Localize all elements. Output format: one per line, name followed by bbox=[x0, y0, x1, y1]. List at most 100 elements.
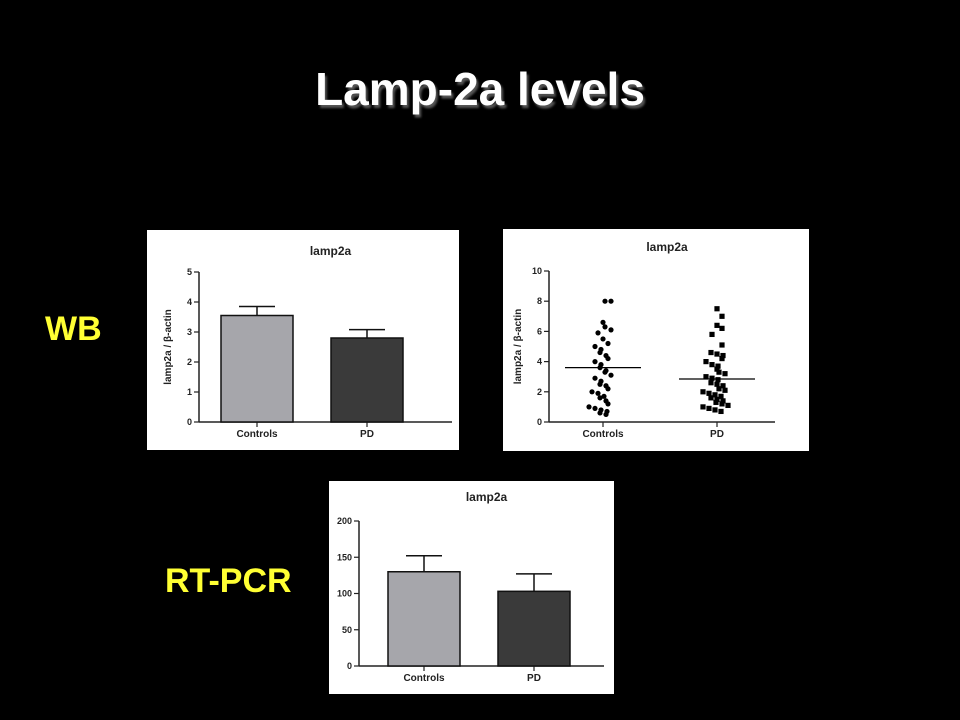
data-point-pd bbox=[712, 407, 718, 413]
data-point-pd bbox=[719, 355, 725, 362]
data-point-pd bbox=[714, 351, 720, 357]
y-tick-label: 1 bbox=[187, 387, 192, 397]
data-point-pd bbox=[706, 405, 712, 412]
data-point-pd bbox=[716, 369, 722, 375]
wb-bar-chart-svg: lamp2a 0 1 2 3 4 5 Controls PD lamp2a / β-actin bbox=[163, 244, 452, 440]
data-point-pd bbox=[700, 389, 706, 395]
data-point-pd bbox=[714, 381, 720, 387]
bar-controls bbox=[220, 314, 294, 423]
data-point-controls bbox=[601, 393, 607, 399]
y-tick-label: 2 bbox=[187, 357, 192, 367]
data-point-pd bbox=[708, 395, 714, 401]
wb-bar-chart: lamp2a 0 1 2 3 4 5 Controls PD lamp2a / β-actin bbox=[147, 230, 459, 450]
data-point-pd bbox=[720, 352, 726, 359]
data-point-pd bbox=[706, 390, 712, 396]
slide-title: Lamp-2a levels bbox=[315, 63, 645, 115]
y-tick-label: 2 bbox=[537, 387, 542, 397]
y-tick-label: 6 bbox=[537, 326, 542, 336]
data-point-controls bbox=[600, 336, 606, 342]
data-point-controls bbox=[605, 355, 611, 362]
rtpcr-bar-chart-svg: lamp2a 0 50 100 150 200 Controls PD bbox=[337, 490, 604, 684]
data-point-controls bbox=[608, 298, 614, 304]
chart-title: lamp2a bbox=[646, 240, 688, 254]
data-point-pd bbox=[708, 380, 714, 386]
x-tick-label: PD bbox=[360, 429, 374, 440]
data-point-controls bbox=[595, 330, 601, 336]
data-point-pd bbox=[715, 363, 721, 369]
data-point-pd bbox=[718, 393, 724, 399]
data-point-pd bbox=[703, 359, 709, 365]
data-point-controls bbox=[597, 381, 603, 387]
data-point-pd bbox=[708, 349, 714, 356]
data-point-pd bbox=[714, 366, 720, 372]
data-point-pd bbox=[720, 383, 726, 389]
y-tick-label: 50 bbox=[342, 625, 352, 635]
y-axis-label: lamp2a / β-actin bbox=[513, 309, 524, 385]
bar-pd bbox=[330, 337, 404, 423]
y-tick-label: 3 bbox=[187, 327, 192, 337]
data-point-controls bbox=[592, 343, 598, 350]
data-point-pd bbox=[712, 392, 718, 398]
x-tick-label: PD bbox=[527, 673, 541, 684]
data-point-pd bbox=[719, 342, 725, 348]
y-tick-label: 5 bbox=[187, 267, 192, 277]
data-point-controls bbox=[597, 395, 603, 401]
data-point-pd bbox=[709, 331, 715, 338]
wb-label: WB bbox=[45, 310, 102, 348]
wb-scatter-chart: lamp2a 0 2 4 6 8 10 Controls PD lamp2a / β-actin bbox=[503, 229, 809, 451]
x-tick-label: Controls bbox=[403, 673, 445, 684]
bar-controls bbox=[387, 571, 461, 667]
y-axis-label: lamp2a / β-actin bbox=[163, 309, 174, 385]
data-point-pd bbox=[709, 375, 715, 381]
data-point-controls bbox=[605, 386, 611, 392]
y-tick-label: 10 bbox=[532, 266, 542, 276]
bar-pd bbox=[497, 590, 571, 667]
data-point-pd bbox=[703, 374, 709, 380]
data-point-controls bbox=[602, 298, 608, 304]
y-tick-label: 200 bbox=[337, 516, 352, 526]
data-point-controls bbox=[592, 359, 598, 365]
data-point-controls bbox=[592, 375, 598, 381]
data-point-controls bbox=[602, 369, 608, 375]
data-point-controls bbox=[597, 349, 603, 356]
data-point-pd bbox=[722, 387, 728, 393]
x-tick-label: Controls bbox=[236, 429, 278, 440]
data-point-pd bbox=[718, 408, 724, 415]
data-point-controls bbox=[602, 324, 608, 330]
data-point-pd bbox=[709, 362, 715, 368]
data-point-controls bbox=[592, 405, 598, 412]
y-tick-label: 8 bbox=[537, 296, 542, 306]
y-tick-label: 0 bbox=[187, 417, 192, 427]
data-point-pd bbox=[714, 396, 720, 402]
y-tick-label: 0 bbox=[347, 661, 352, 671]
y-tick-label: 0 bbox=[537, 417, 542, 427]
data-point-pd bbox=[715, 377, 721, 383]
data-point-pd bbox=[714, 306, 720, 312]
x-tick-label: PD bbox=[710, 429, 724, 440]
data-point-controls bbox=[605, 401, 611, 407]
data-point-pd bbox=[713, 399, 719, 405]
chart-title: lamp2a bbox=[466, 490, 508, 504]
data-point-pd bbox=[719, 401, 725, 407]
data-point-pd bbox=[722, 371, 728, 377]
data-point-controls bbox=[600, 319, 606, 325]
y-tick-label: 150 bbox=[337, 552, 352, 562]
data-point-controls bbox=[605, 340, 611, 347]
data-point-controls bbox=[586, 404, 592, 410]
y-tick-label: 4 bbox=[187, 297, 192, 307]
data-point-controls bbox=[595, 390, 601, 396]
data-point-pd bbox=[700, 404, 706, 410]
data-point-pd bbox=[719, 325, 725, 331]
wb-scatter-chart-svg: lamp2a 0 2 4 6 8 10 Controls PD lamp2a / β-actin bbox=[513, 240, 775, 440]
rtpcr-bar-chart: lamp2a 0 50 100 150 200 Controls PD bbox=[329, 481, 614, 694]
data-point-controls bbox=[603, 411, 609, 418]
data-point-pd bbox=[716, 386, 722, 392]
x-tick-label: Controls bbox=[582, 429, 624, 440]
data-point-pd bbox=[714, 322, 720, 328]
data-point-pd bbox=[725, 402, 731, 408]
data-point-controls bbox=[608, 372, 614, 378]
rtpcr-label: RT-PCR bbox=[165, 562, 292, 600]
y-tick-label: 4 bbox=[537, 357, 542, 367]
data-point-controls bbox=[608, 327, 614, 333]
data-point-controls bbox=[597, 410, 603, 416]
